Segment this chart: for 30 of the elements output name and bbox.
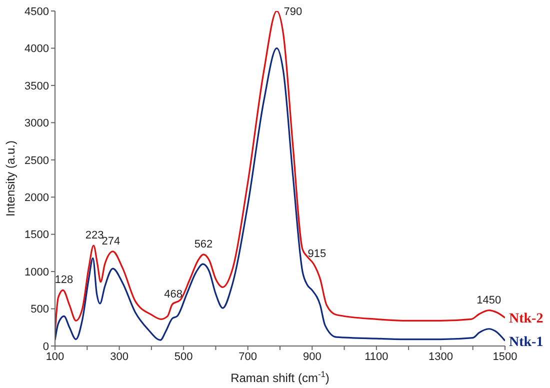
annotation: 562 [194, 238, 213, 250]
y-tick-label: 500 [30, 304, 49, 316]
x-axis-title: Raman shift (cm$^{-1}$) [230, 369, 330, 385]
x-tick-label: 1100 [364, 350, 388, 363]
annotation: 1450 [476, 294, 502, 306]
y-tick-label: 4500 [24, 6, 49, 18]
y-tick-label: 2500 [24, 154, 49, 167]
series-label: Ntk-2 [509, 312, 544, 327]
annotation: 274 [102, 235, 120, 248]
y-tick-label: 1000 [24, 266, 49, 278]
x-tick-label: 500 [174, 350, 193, 363]
x-tick-label: 300 [110, 350, 128, 363]
y-tick-label: 4000 [24, 43, 49, 56]
annotation: 915 [308, 248, 326, 260]
y-tick-label: 3000 [24, 118, 49, 130]
annotation: 468 [164, 288, 182, 300]
annotation: 223 [85, 230, 104, 242]
annotation: 790 [284, 6, 302, 18]
y-tick-label: 0 [42, 340, 49, 353]
y-axis-title: Intensity (a.u.) [3, 140, 18, 217]
y-tick-label: 3500 [24, 80, 49, 92]
y-tick-label: 1500 [24, 229, 49, 242]
x-tick-label: 1500 [492, 350, 518, 363]
x-tick-label: 1300 [428, 350, 453, 363]
y-tick-label: 2000 [24, 192, 49, 204]
x-tick-label: 900 [302, 350, 322, 363]
series-label: Ntk-1 [509, 334, 544, 350]
annotation: 128 [54, 274, 74, 286]
x-tick-label: 100 [46, 350, 64, 363]
x-tick-label: 700 [238, 350, 258, 363]
